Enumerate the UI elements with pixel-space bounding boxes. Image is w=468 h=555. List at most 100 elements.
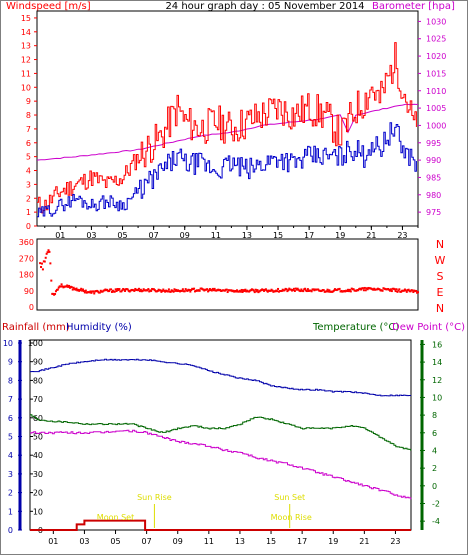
direction-point <box>389 289 392 292</box>
direction-point <box>296 287 299 290</box>
direction-point <box>305 290 308 293</box>
barometer-tick-label: 1010 <box>426 87 446 96</box>
direction-point <box>253 291 256 294</box>
windspeed-tick-label: 11 <box>21 69 31 78</box>
humidity-tick-label: 50 <box>33 433 43 442</box>
direction-point <box>189 290 192 293</box>
direction-point <box>142 288 145 291</box>
direction-point <box>126 288 129 291</box>
humidity-tick-label: 90 <box>33 358 43 367</box>
direction-point <box>183 290 186 293</box>
direction-point <box>133 289 136 292</box>
direction-point <box>349 290 352 293</box>
direction-point <box>240 288 243 291</box>
compass-label: S <box>437 270 444 283</box>
direction-point <box>138 290 141 293</box>
hour-tick-label: 23 <box>390 537 400 546</box>
direction-point <box>39 262 42 265</box>
direction-point <box>360 288 363 291</box>
direction-point <box>244 288 247 291</box>
hour-tick-label: 09 <box>180 231 190 240</box>
direction-point <box>71 288 74 291</box>
direction-point <box>254 288 257 291</box>
direction-point <box>43 260 46 263</box>
direction-point <box>256 289 259 292</box>
hour-tick-label: 05 <box>110 537 120 546</box>
temperature-tick-label: 10 <box>432 393 442 402</box>
temperature-title: Temperature (°C) <box>312 322 399 333</box>
direction-point <box>362 289 365 292</box>
temperature-tick-label: 0 <box>432 482 437 491</box>
windspeed-tick-label: 3 <box>26 180 31 189</box>
direction-point <box>397 289 400 292</box>
direction-point <box>366 288 369 291</box>
direction-point <box>113 290 116 293</box>
humidity-line <box>30 358 412 397</box>
direction-point <box>304 287 307 290</box>
direction-point <box>110 288 113 291</box>
direction-point <box>411 289 414 292</box>
direction-point <box>159 289 162 292</box>
compass-label: E <box>437 286 444 299</box>
direction-point <box>346 290 349 293</box>
direction-point <box>92 290 95 293</box>
direction-point <box>327 290 330 293</box>
direction-point <box>390 290 393 293</box>
hour-tick-label: 07 <box>149 231 159 240</box>
direction-point <box>271 289 274 292</box>
barometer-title: Barometer [hpa] <box>372 1 455 12</box>
direction-tick-label: 180 <box>19 271 34 280</box>
direction-point <box>396 290 399 293</box>
windspeed-tick-label: 13 <box>21 42 31 51</box>
direction-point <box>326 288 329 291</box>
humidity-tick-label: 20 <box>33 489 43 498</box>
direction-point <box>400 290 403 293</box>
direction-point <box>338 287 341 290</box>
direction-point <box>121 289 124 292</box>
direction-point <box>363 286 366 289</box>
direction-point <box>277 287 280 290</box>
windspeed-tick-label: 7 <box>26 125 31 134</box>
direction-point <box>293 289 296 292</box>
direction-point <box>198 289 201 292</box>
dewpoint-title: Dew Point (°C) <box>392 322 465 333</box>
hour-tick-label: 03 <box>86 231 96 240</box>
direction-point <box>333 289 336 292</box>
direction-point <box>40 262 43 265</box>
direction-point <box>241 290 244 293</box>
direction-point <box>184 288 187 291</box>
direction-point <box>252 289 255 292</box>
direction-point <box>162 288 165 291</box>
direction-point <box>150 289 153 292</box>
direction-point <box>352 288 355 291</box>
direction-point <box>210 289 213 292</box>
direction-point <box>206 288 209 291</box>
temperature-tick-label: -4 <box>432 517 440 526</box>
compass-label: W <box>435 254 446 267</box>
direction-point <box>146 289 149 292</box>
windspeed-tick-label: 4 <box>26 167 31 176</box>
direction-point <box>156 290 159 293</box>
direction-point <box>54 292 57 295</box>
barometer-tick-label: 975 <box>426 208 441 217</box>
gust-line <box>37 42 417 214</box>
compass-label: N <box>436 302 444 315</box>
hour-tick-label: 19 <box>335 231 345 240</box>
barometer-tick-label: 980 <box>426 191 441 200</box>
barometer-tick-label: 1030 <box>426 17 446 26</box>
direction-point <box>98 291 101 294</box>
rainfall-tick-label: 8 <box>8 376 13 385</box>
rainfall-tick-label: 0 <box>8 526 13 535</box>
direction-point <box>255 290 258 293</box>
direction-point <box>147 288 150 291</box>
windspeed-tick-label: 10 <box>21 83 31 92</box>
direction-point <box>106 288 109 291</box>
direction-point <box>181 288 184 291</box>
hour-tick-label: 13 <box>242 231 252 240</box>
direction-point <box>208 288 211 291</box>
direction-point <box>404 289 407 292</box>
direction-point <box>72 286 75 289</box>
direction-point <box>412 291 415 294</box>
direction-point <box>167 288 170 291</box>
